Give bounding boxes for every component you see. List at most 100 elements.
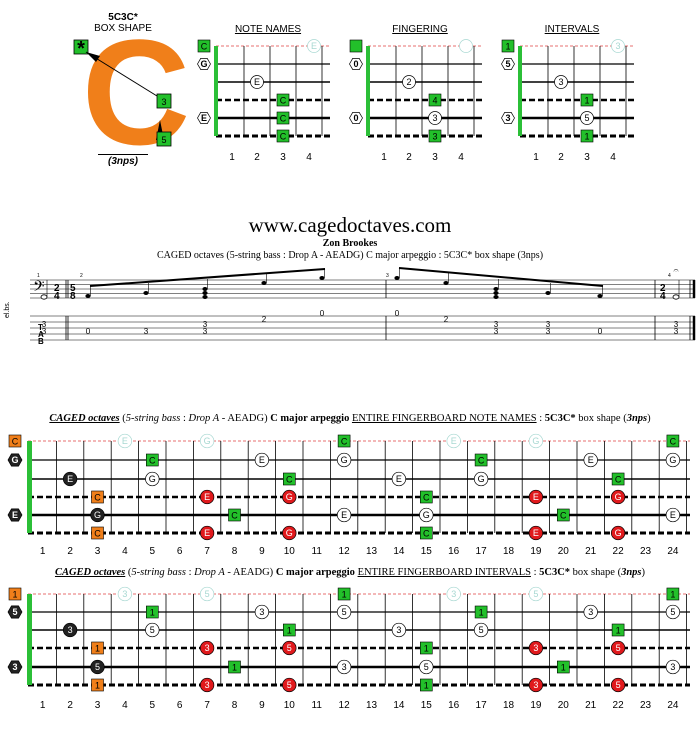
note-label: C <box>341 436 348 446</box>
note-label: 3 <box>122 589 127 599</box>
note-square <box>580 93 594 107</box>
note-circle <box>90 507 105 523</box>
note-label: C <box>201 41 208 51</box>
fret-number: 7 <box>204 546 210 557</box>
note-circle <box>583 452 598 468</box>
note-label: 5 <box>616 643 621 653</box>
note-square <box>349 39 363 53</box>
fret-number: 20 <box>558 546 570 557</box>
note-label: 3 <box>432 113 437 123</box>
tab-number: 2 <box>444 315 449 324</box>
note-label: 3 <box>259 607 264 617</box>
note-label: C <box>670 436 677 446</box>
note-label: C <box>478 455 485 465</box>
note-head <box>202 291 208 295</box>
composer: Zon Brookes <box>322 238 378 249</box>
note-label: E <box>204 528 210 538</box>
note-square <box>8 587 22 601</box>
note-head <box>394 276 400 280</box>
note-label: G <box>615 528 622 538</box>
fret-number: 21 <box>585 546 597 557</box>
note-label: E <box>259 455 265 465</box>
fret-number: 10 <box>284 546 296 557</box>
note-label: 1 <box>287 625 292 635</box>
note-label: 5 <box>479 625 484 635</box>
note-square <box>282 623 296 637</box>
fret-number: 7 <box>204 700 210 711</box>
note-circle <box>665 452 681 468</box>
fret-number: 11 <box>312 546 323 557</box>
time-sig: 8 <box>70 291 76 302</box>
note-square <box>501 39 515 53</box>
tab-number: 0 <box>598 327 603 336</box>
note-label: E <box>396 474 402 484</box>
open-string-marker <box>501 58 515 70</box>
note-head <box>493 287 499 291</box>
fret-number: 4 <box>306 152 312 163</box>
fret-number: 4 <box>122 546 128 557</box>
note-label: E <box>67 474 73 484</box>
tab-number: 0 <box>86 327 91 336</box>
fret-number: 8 <box>232 700 238 711</box>
note-circle <box>446 433 461 449</box>
note-head <box>261 281 267 285</box>
note-circle <box>282 489 297 505</box>
note-label: 5 <box>287 643 292 653</box>
note-label: G <box>286 528 293 538</box>
time-sig: 5 <box>70 283 76 294</box>
note-circle <box>199 640 215 656</box>
tab-number: 3 <box>203 327 208 336</box>
open-string-label: 0 <box>353 113 358 123</box>
note-label: 5 <box>205 589 210 599</box>
open-string-label: E <box>201 113 207 123</box>
note-label: 5 <box>584 113 589 123</box>
note-square <box>228 660 241 674</box>
fret-number: 1 <box>40 700 46 711</box>
note-circle <box>528 586 544 602</box>
note-label: 1 <box>150 607 155 617</box>
note-names-label: NOTE NAMES <box>234 24 302 35</box>
note-label: 3 <box>342 662 347 672</box>
tab-label-t: T <box>38 323 43 332</box>
fret-number: 9 <box>259 700 265 711</box>
note-circle <box>665 507 681 523</box>
note-label: C <box>94 528 101 538</box>
tab-number: 3 <box>546 327 551 336</box>
note-circle <box>145 471 160 487</box>
note-circle <box>250 75 264 89</box>
note-circle <box>391 471 407 487</box>
fretboard-note-names: 1 2 3 4 5 6 7 8 9 10 11 12 13 14 15 16 17 18 19 20 21 22 23 24C… <box>7 433 690 557</box>
fret-number: 22 <box>613 546 625 557</box>
note-label: 1 <box>95 643 100 653</box>
bar-number: 3 <box>386 273 389 279</box>
note-circle <box>459 39 473 53</box>
note-circle <box>528 640 544 656</box>
bass-clef: 𝄢 <box>33 278 45 298</box>
open-string-marker <box>7 605 23 619</box>
note-circle <box>419 659 434 675</box>
nut <box>27 441 32 533</box>
fret-number: 2 <box>406 152 412 163</box>
note-circle <box>419 507 434 523</box>
open-string-marker <box>7 508 23 522</box>
note-square <box>91 641 104 655</box>
note-square <box>146 605 159 619</box>
note-label: 3 <box>205 680 210 690</box>
nut <box>214 46 218 136</box>
note-circle <box>610 525 626 541</box>
note-circle <box>199 586 215 602</box>
interval-3-label: 3 <box>161 97 166 107</box>
open-string-label: 3 <box>505 113 510 123</box>
note-label: E <box>341 510 347 520</box>
beam <box>398 267 604 287</box>
fretboard-intervals: 1 2 3 4 5 6 7 8 9 10 11 12 13 14 15 16 17 18 19 20 21 22 23 241… <box>7 586 690 711</box>
note-head <box>597 294 603 298</box>
note-circle <box>583 604 598 620</box>
note-label: 3 <box>588 607 593 617</box>
note-label: C <box>231 510 238 520</box>
tab-number: 3 <box>42 327 47 336</box>
fret-number: 1 <box>533 152 539 163</box>
note-label: E <box>670 510 676 520</box>
fermata: 𝄐 <box>673 266 678 275</box>
note-head <box>672 294 680 300</box>
